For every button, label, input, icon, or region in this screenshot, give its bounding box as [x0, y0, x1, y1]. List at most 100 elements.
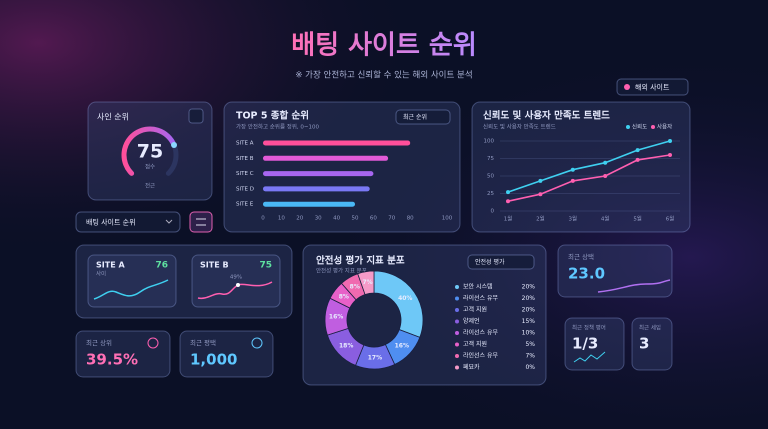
site-note: 49%: [230, 275, 242, 281]
x-tick-label: 50: [352, 216, 359, 222]
gauge-label: 사인 순위: [97, 112, 129, 122]
page-title: 배팅 사이트 순위: [291, 31, 477, 61]
legend-marker: [455, 331, 459, 335]
line: [507, 154, 671, 202]
legend-value: 7%: [525, 353, 535, 360]
point: [570, 178, 575, 183]
point: [668, 153, 672, 157]
site-select-label: 배팅 사이트 순위: [86, 218, 136, 227]
site-card: [191, 254, 281, 308]
region-select[interactable]: [616, 78, 689, 96]
legend-label: 페묘카: [463, 363, 480, 371]
chart-select[interactable]: [467, 254, 535, 270]
legend-label: 보안 시스템: [463, 283, 493, 291]
filter-button[interactable]: [189, 211, 213, 233]
y-tick-label: SITE C: [236, 171, 254, 177]
legend-label: 라이선스 유무: [463, 329, 499, 337]
icon-button[interactable]: [188, 108, 204, 124]
kpi-value: 1,000: [190, 351, 237, 369]
x-tick-label: 6월: [666, 215, 675, 223]
site-score: 75: [259, 261, 272, 271]
sparkline: [197, 281, 273, 300]
x-tick-label: 40: [333, 216, 340, 222]
y-tick-label: 25: [487, 191, 494, 197]
icon: [251, 337, 263, 349]
bar: [263, 201, 355, 207]
gauge-arc: [121, 126, 177, 176]
chart-select-label: 최근 순위: [403, 113, 427, 121]
icon: [147, 337, 159, 349]
gauge-value: 75: [137, 141, 163, 163]
site-name: SITE A: [96, 261, 125, 270]
sparkline: [93, 279, 169, 300]
chart-subtitle: 가장 안전하고 순위를 정위, 0~100: [236, 123, 320, 131]
donut-segment: [357, 270, 375, 296]
kpi-value: 23.0: [568, 265, 605, 283]
point: [506, 199, 510, 204]
data-label: 18%: [339, 342, 353, 349]
chart-title: TOP 5 종합 순위: [236, 110, 309, 122]
point: [506, 190, 510, 195]
top5-panel: [223, 101, 461, 233]
legend-label: 신뢰도: [632, 123, 647, 131]
data-label: 17%: [368, 354, 382, 361]
site-select[interactable]: [75, 211, 181, 233]
kpi-label: 최근 세입: [639, 324, 661, 332]
x-tick-label: 4월: [601, 215, 610, 223]
site-panel: [75, 244, 293, 319]
bar: [263, 155, 389, 161]
legend-marker: [455, 308, 459, 312]
legend-marker: [626, 125, 630, 129]
icon: [624, 84, 630, 90]
x-tick-label: 5월: [633, 215, 642, 223]
kpi-label: 최근 정책 평어: [572, 324, 606, 332]
y-tick-label: 0: [491, 209, 495, 215]
legend-marker: [455, 319, 459, 324]
kpi-label: 최근 평택: [190, 338, 216, 347]
site-name: SITE B: [200, 261, 229, 270]
x-tick-label: 10: [278, 216, 285, 222]
point: [635, 148, 640, 153]
legend-value: 20%: [522, 307, 536, 314]
y-tick-label: SITE A: [236, 141, 254, 147]
data-label: 40%: [398, 295, 412, 302]
point: [668, 139, 672, 143]
legend-marker: [651, 125, 655, 129]
chart-title: 신뢰도 및 사용자 만족도 트렌드: [483, 110, 610, 122]
legend-label: 라이선스 유무: [463, 294, 499, 302]
data-label: 8%: [350, 284, 360, 291]
point: [570, 167, 575, 172]
point: [603, 160, 608, 165]
chart-subtitle: 신뢰도 및 사용자 만족도 트렌드: [483, 123, 556, 131]
data-label: 16%: [329, 314, 343, 321]
legend-marker: [455, 365, 459, 370]
chart-select-label: 안전성 평가: [475, 258, 505, 266]
site-score: 76: [155, 261, 168, 271]
x-tick-label: 2월: [536, 215, 545, 223]
kpi-card: [564, 317, 625, 371]
bar: [263, 186, 370, 192]
data-label: 16%: [395, 342, 409, 349]
kpi-value: 1/3: [572, 335, 598, 353]
legend-value: 15%: [522, 318, 536, 325]
legend-marker: [455, 342, 459, 347]
chart-select[interactable]: [395, 109, 451, 125]
x-tick-label: 0: [261, 216, 265, 222]
point: [603, 174, 608, 178]
chart-title: 안전성 평가 지표 분포: [316, 255, 405, 267]
legend-value: 20%: [522, 284, 536, 291]
gauge-caption: 전근: [145, 182, 155, 190]
x-tick-label: 70: [388, 216, 395, 222]
data-label: 7%: [363, 279, 373, 286]
x-tick-label: 3월: [569, 215, 578, 223]
kpi-value: 3: [639, 335, 649, 353]
y-tick-label: 75: [487, 156, 494, 162]
data-label: 8%: [339, 293, 349, 300]
y-tick-label: 100: [484, 139, 495, 145]
legend-label: 양제언: [463, 317, 480, 325]
bar: [263, 171, 374, 177]
y-tick-label: SITE D: [236, 186, 254, 192]
kpi-label: 최근 상위: [86, 338, 112, 347]
point: [635, 157, 640, 162]
legend-marker: [455, 296, 459, 301]
